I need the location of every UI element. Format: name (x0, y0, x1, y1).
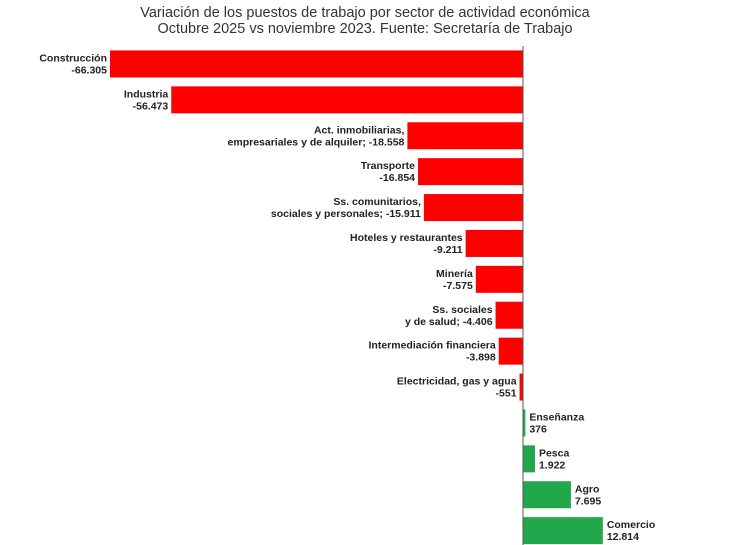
bar (498, 337, 523, 365)
bar (407, 122, 523, 150)
category-label: sociales y personales; -15.911 (271, 208, 421, 220)
category-label: Electricidad, gas y agua (397, 376, 517, 388)
bar (523, 517, 603, 545)
category-label: Act. inmobiliarias, (314, 124, 405, 136)
category-label-part: sociales y personales; (271, 208, 383, 220)
bar (523, 481, 571, 509)
category-label: Ss. sociales (432, 304, 492, 316)
category-label: Agro (575, 483, 600, 495)
category-label: Minería (436, 268, 473, 280)
value-label: -56.473 (133, 100, 169, 112)
value-label: -3.898 (466, 352, 496, 364)
category-label: Pesca (539, 447, 570, 459)
category-label: Intermediación financiera (369, 340, 496, 352)
category-label: Ss. comunitarios, (333, 196, 421, 208)
category-label: y de salud; -4.406 (405, 316, 493, 328)
category-label: Enseñanza (529, 411, 584, 423)
category-label: Industria (124, 88, 168, 100)
category-label: Transporte (361, 160, 415, 172)
bar (171, 86, 524, 114)
bar (110, 50, 523, 78)
category-label: Construcción (39, 52, 107, 64)
category-label: Hoteles y restaurantes (350, 232, 463, 244)
value-label: -15.911 (386, 208, 421, 220)
category-label: empresariales y de alquiler; -18.558 (228, 136, 405, 148)
value-label: 7.695 (575, 495, 601, 507)
value-label: 12.814 (607, 531, 639, 543)
bar (495, 301, 523, 329)
bar (519, 373, 523, 401)
bar (475, 265, 523, 293)
value-label: -66.305 (71, 64, 107, 76)
value-label: -16.854 (379, 172, 415, 184)
chart-title: Variación de los puestos de trabajo por … (140, 5, 590, 21)
value-label: -7.575 (443, 280, 473, 292)
category-label-part: empresariales y de alquiler; (228, 136, 366, 148)
category-label: Comercio (607, 519, 655, 531)
bar (523, 445, 535, 473)
chart-subtitle: Octubre 2025 vs noviembre 2023. Fuente: … (157, 21, 572, 37)
labels-group: Construcción-66.305 Industria-56.473 Act. … (39, 52, 655, 543)
value-label: 376 (529, 423, 547, 435)
bars-group (110, 50, 603, 545)
value-label: 1.922 (539, 459, 565, 471)
value-label: -9.211 (433, 244, 462, 256)
bar (523, 409, 526, 437)
value-label: -4.406 (463, 316, 493, 328)
bar (465, 229, 523, 257)
bar (423, 194, 523, 222)
category-label-part: y de salud; (405, 316, 460, 328)
value-label: -18.558 (369, 136, 405, 148)
bar (418, 158, 523, 186)
value-label: -551 (496, 388, 517, 400)
